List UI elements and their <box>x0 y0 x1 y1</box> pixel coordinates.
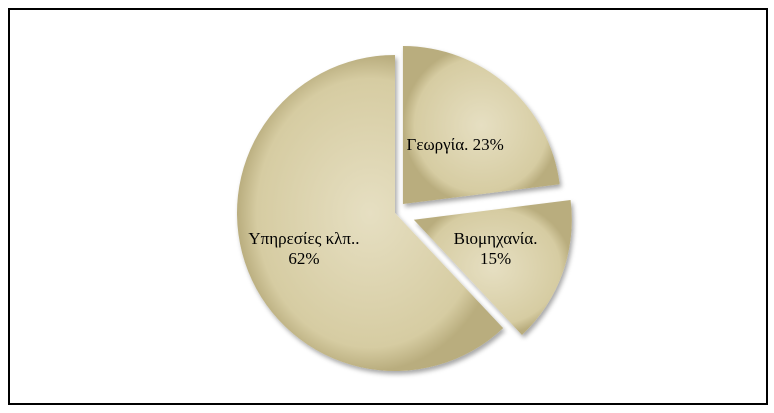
label-box: Βιομηχανία. 15% <box>438 227 554 271</box>
category-label: Γεωργία. <box>406 134 469 154</box>
label-text: Βιομηχανία. 15% <box>438 229 554 269</box>
value-label: 15% <box>479 249 512 269</box>
pie-slice <box>413 199 572 335</box>
category-label: Βιομηχανία. <box>453 229 538 249</box>
label-box: Γεωργία. 23% <box>397 123 513 167</box>
value-label: 23% <box>472 134 504 154</box>
label-text: Υπηρεσίες κλπ.. 62% <box>246 229 362 269</box>
chart-frame <box>8 8 768 405</box>
value-label: 62% <box>288 249 320 269</box>
pie-slice <box>237 55 504 372</box>
data-label: Γεωργία. 23% <box>397 123 513 167</box>
data-label: Υπηρεσίες κλπ.. 62% <box>246 227 362 271</box>
label-box: Υπηρεσίες κλπ.. 62% <box>246 227 362 271</box>
pie-slice <box>402 45 560 204</box>
data-label: Βιομηχανία. 15% <box>438 227 554 271</box>
category-label: Υπηρεσίες κλπ.. <box>248 229 360 249</box>
label-text: Γεωργία. 23% <box>407 135 504 155</box>
